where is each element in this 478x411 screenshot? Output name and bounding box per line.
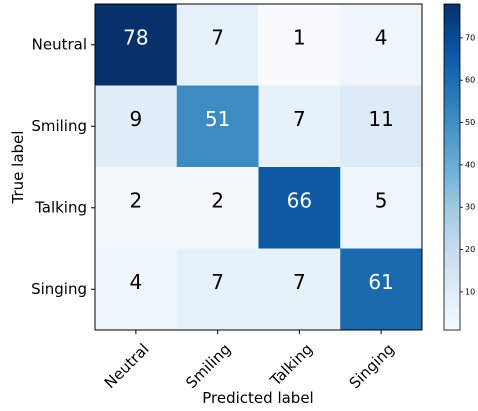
- heatmap-cell: [340, 248, 423, 331]
- heatmap-cell: [176, 167, 259, 249]
- cell-value-label: 1: [293, 25, 306, 49]
- cell-value-label: 7: [293, 270, 306, 294]
- cell-value-label: 78: [123, 25, 148, 49]
- y-tick-label: Smiling: [31, 117, 87, 135]
- y-tick-labels: Neutral Smiling Talking Singing: [31, 35, 95, 298]
- colorbar-ticks: 10 20 30 40 50 60 70: [460, 33, 475, 296]
- x-tick-label: Smiling: [182, 340, 234, 392]
- x-tick-label: Talking: [266, 340, 316, 390]
- cell-value-label: 2: [211, 188, 224, 212]
- colorbar-tick-label: 60: [465, 76, 475, 85]
- y-axis-title: True label: [9, 131, 27, 205]
- heatmap-cell: [340, 4, 423, 86]
- colorbar-tick-label: 30: [465, 203, 475, 212]
- cell-value-label: 2: [130, 188, 143, 212]
- x-axis-title: Predicted label: [202, 389, 313, 407]
- heatmap-cell: [176, 4, 259, 86]
- cell-value-label: 9: [130, 107, 143, 131]
- cell-value-label: 61: [368, 270, 393, 294]
- heatmap-cell: [258, 85, 341, 168]
- cell-value-label: 5: [375, 188, 388, 212]
- heatmap-cells: 78 7 1 4 9 51 7 11 2 2 66 5 4 7 7 61: [95, 4, 423, 331]
- cell-value-label: 7: [211, 25, 224, 49]
- x-tick-label: Neutral: [101, 340, 153, 392]
- plot-frame: [94, 3, 423, 331]
- x-tick-labels: Neutral Smiling Talking Singing: [101, 330, 398, 392]
- heatmap-cell: [258, 248, 341, 331]
- colorbar-tick-label: 10: [465, 287, 475, 296]
- heatmap-cell: [258, 4, 341, 86]
- cell-value-label: 51: [205, 107, 230, 131]
- heatmap-cell: [258, 167, 341, 249]
- colorbar-gradient: [443, 3, 461, 331]
- heatmap-cell: [95, 167, 178, 249]
- x-tick-label: Singing: [346, 340, 398, 392]
- colorbar-tick-label: 40: [465, 160, 475, 169]
- heatmap-cell: [176, 248, 259, 331]
- colorbar: 10 20 30 40 50 60 70: [443, 3, 475, 331]
- y-tick-label: Neutral: [32, 35, 87, 53]
- cell-value-label: 11: [368, 107, 393, 131]
- heatmap-cell: [95, 85, 178, 168]
- heatmap-cell: [95, 4, 178, 86]
- cell-value-label: 4: [375, 25, 388, 49]
- heatmap-cell: [176, 85, 259, 168]
- colorbar-tick-label: 70: [465, 33, 475, 42]
- heatmap-cell: [340, 167, 423, 249]
- heatmap-cell: [340, 85, 423, 168]
- cell-value-label: 7: [293, 107, 306, 131]
- cell-value-label: 66: [287, 188, 312, 212]
- y-tick-label: Talking: [34, 198, 87, 216]
- colorbar-tick-label: 20: [465, 245, 475, 254]
- y-tick-label: Singing: [31, 280, 87, 298]
- colorbar-tick-label: 50: [465, 118, 475, 127]
- heatmap-cell: [95, 248, 178, 331]
- cell-value-label: 4: [130, 270, 143, 294]
- cell-value-label: 7: [211, 270, 224, 294]
